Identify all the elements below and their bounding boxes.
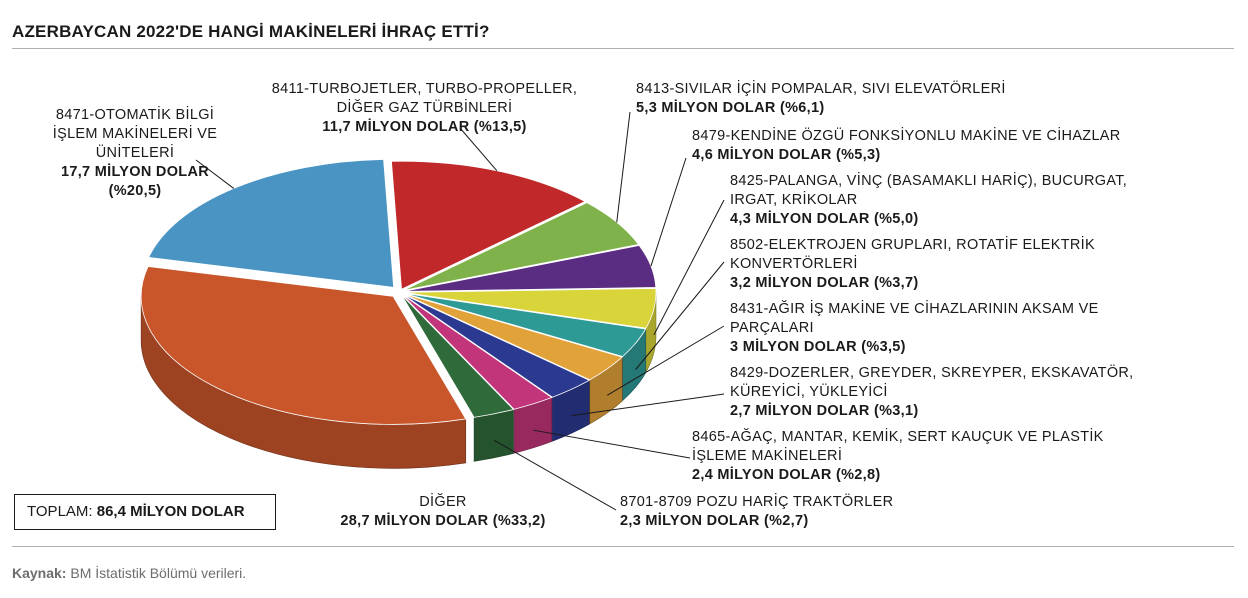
pie-slice-4 bbox=[403, 292, 647, 357]
total-box: TOPLAM: 86,4 MİLYON DOLAR bbox=[14, 494, 276, 530]
label-8479-value: 4,6 MİLYON DOLAR (%5,3) bbox=[692, 147, 881, 163]
leader-line-0 bbox=[459, 127, 498, 172]
pie-slice-6 bbox=[402, 293, 591, 398]
label-8425-name: 8425-PALANGA, VİNÇ (BASAMAKLI HARİÇ), BU… bbox=[730, 173, 1128, 208]
source-note: Kaynak: BM İstatistik Bölümü verileri. bbox=[12, 565, 246, 581]
label-8479-name: 8479-KENDİNE ÖZGÜ FONKSİYONLU MAKİNE VE … bbox=[692, 128, 1121, 144]
pie-slice-8 bbox=[401, 294, 515, 418]
pie-slice-9 bbox=[140, 265, 467, 425]
bottom-divider bbox=[12, 546, 1234, 547]
total-label: TOPLAM: bbox=[27, 503, 93, 520]
source-label: Kaynak: bbox=[12, 565, 67, 581]
pie-slice-side-8 bbox=[473, 409, 514, 462]
pie-slice-5 bbox=[403, 293, 624, 381]
label-8413-name: 8413-SIVILAR İÇİN POMPALAR, SIVI ELEVATÖ… bbox=[636, 81, 1006, 97]
label-8479: 8479-KENDİNE ÖZGÜ FONKSİYONLU MAKİNE VE … bbox=[692, 127, 1121, 165]
label-8429-value: 2,7 MİLYON DOLAR (%3,1) bbox=[730, 403, 919, 419]
label-8413-value: 5,3 MİLYON DOLAR (%6,1) bbox=[636, 100, 825, 116]
chart-title: AZERBAYCAN 2022'DE HANGİ MAKİNELERİ İHRA… bbox=[12, 22, 490, 41]
label-8431-value: 3 MİLYON DOLAR (%3,5) bbox=[730, 339, 906, 355]
total-value: 86,4 MİLYON DOLAR bbox=[96, 503, 245, 520]
label-8465: 8465-AĞAÇ, MANTAR, KEMİK, SERT KAUÇUK VE… bbox=[692, 428, 1104, 485]
label-8425: 8425-PALANGA, VİNÇ (BASAMAKLI HARİÇ), BU… bbox=[730, 172, 1127, 229]
label-8465-name: 8465-AĞAÇ, MANTAR, KEMİK, SERT KAUÇUK VE… bbox=[692, 429, 1104, 464]
label-8701-8709: 8701-8709 POZU HARİÇ TRAKTÖRLER 2,3 MİLY… bbox=[620, 493, 893, 531]
label-8465-value: 2,4 MİLYON DOLAR (%2,8) bbox=[692, 467, 881, 483]
label-8425-value: 4,3 MİLYON DOLAR (%5,0) bbox=[730, 211, 919, 227]
leader-line-7 bbox=[533, 429, 691, 459]
leader-line-6 bbox=[571, 393, 725, 417]
label-8413: 8413-SIVILAR İÇİN POMPALAR, SIVI ELEVATÖ… bbox=[636, 80, 1006, 118]
label-8471-name: 8471-OTOMATİK BİLGİ İŞLEM MAKİNELERİ VE … bbox=[52, 107, 218, 161]
label-diger-name: DİĞER bbox=[419, 494, 467, 510]
label-8411-value: 11,7 MİLYON DOLAR (%13,5) bbox=[322, 119, 527, 135]
pie-slice-2 bbox=[403, 244, 657, 292]
label-8502-name: 8502-ELEKTROJEN GRUPLARI, ROTATİF ELEKTR… bbox=[730, 237, 1095, 272]
label-diger-value: 28,7 MİLYON DOLAR (%33,2) bbox=[340, 513, 546, 529]
label-8701-8709-name: 8701-8709 POZU HARİÇ TRAKTÖRLER bbox=[620, 494, 894, 510]
leader-line-5 bbox=[606, 325, 725, 396]
pie-slice-3 bbox=[403, 288, 657, 329]
leader-line-1 bbox=[616, 111, 631, 223]
label-diger: DİĞER 28,7 MİLYON DOLAR (%33,2) bbox=[318, 493, 568, 531]
leader-line-3 bbox=[653, 199, 725, 336]
leader-line-8 bbox=[493, 439, 617, 511]
pie-slice-10 bbox=[148, 159, 395, 288]
label-8411-name: 8411-TURBOJETLER, TURBO-PROPELLER, DİĞER… bbox=[271, 81, 578, 116]
label-8471: 8471-OTOMATİK BİLGİ İŞLEM MAKİNELERİ VE … bbox=[20, 106, 250, 201]
pie-slice-0 bbox=[391, 160, 586, 290]
pie-slice-7 bbox=[401, 294, 553, 410]
leader-line-4 bbox=[635, 261, 725, 370]
label-8431: 8431-AĞIR İŞ MAKİNE VE CİHAZLARININ AKSA… bbox=[730, 300, 1099, 357]
label-8502: 8502-ELEKTROJEN GRUPLARI, ROTATİF ELEKTR… bbox=[730, 236, 1095, 293]
label-8471-value: 17,7 MİLYON DOLAR (%20,5) bbox=[61, 164, 209, 199]
leader-line-2 bbox=[650, 157, 687, 267]
top-divider bbox=[12, 48, 1234, 49]
label-8502-value: 3,2 MİLYON DOLAR (%3,7) bbox=[730, 275, 919, 291]
label-8429-name: 8429-DOZERLER, GREYDER, SKREYPER, EKSKAV… bbox=[730, 365, 1134, 400]
source-text: BM İstatistik Bölümü verileri. bbox=[70, 565, 247, 581]
label-8429: 8429-DOZERLER, GREYDER, SKREYPER, EKSKAV… bbox=[730, 364, 1134, 421]
label-8411: 8411-TURBOJETLER, TURBO-PROPELLER, DİĞER… bbox=[252, 80, 597, 137]
leader-line-10 bbox=[195, 159, 235, 189]
label-8701-8709-value: 2,3 MİLYON DOLAR (%2,7) bbox=[620, 513, 809, 529]
label-8431-name: 8431-AĞIR İŞ MAKİNE VE CİHAZLARININ AKSA… bbox=[730, 301, 1099, 336]
